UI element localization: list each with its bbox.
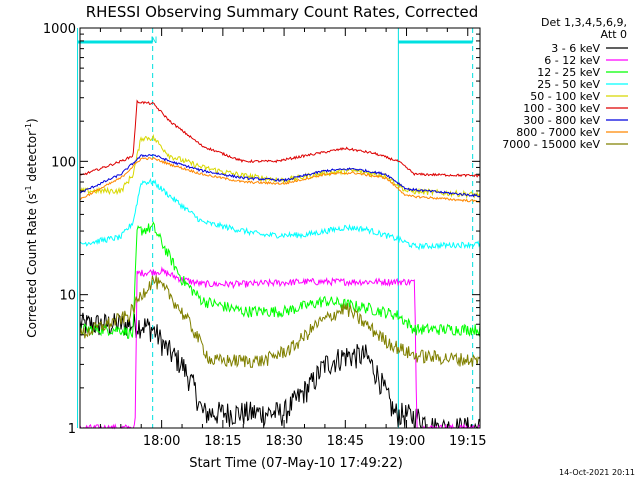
y-tick-label: 100 (51, 155, 76, 170)
x-tick-label: 18:45 (327, 434, 364, 449)
night-markers (77, 28, 474, 428)
legend-label: 50 - 100 keV (530, 90, 600, 103)
axes: 18:00 18:15 18:30 18:45 19:00 19:15 1 10 100 1000 (43, 22, 487, 449)
legend-label: 25 - 50 keV (537, 78, 600, 91)
legend-label: 12 - 25 keV (537, 66, 600, 79)
y-axis-label: Corrected Count Rate (s-1 detector-1) (24, 118, 39, 337)
series-line-7 (79, 156, 480, 203)
x-tick-label: 18:00 (143, 434, 180, 449)
series-layer (79, 99, 481, 430)
series-line-0 (79, 312, 481, 429)
legend-label: 7000 - 15000 keV (502, 138, 600, 151)
legend-header-line-1: Det 1,3,4,5,6,9, (541, 16, 627, 29)
x-tick-label: 18:30 (265, 434, 302, 449)
legend-header-line-2: Att 0 (601, 28, 627, 41)
x-axis-label: Start Time (07-May-10 17:49:22) (189, 456, 403, 471)
chart-title: RHESSI Observing Summary Count Rates, Co… (86, 3, 479, 21)
legend-label: 800 - 7000 keV (516, 126, 600, 139)
x-tick-label: 19:15 (449, 434, 486, 449)
series-line-5 (79, 99, 481, 178)
timestamp: 14-Oct-2021 20:11 (559, 468, 635, 477)
legend-label: 6 - 12 keV (544, 54, 600, 67)
legend-label: 100 - 300 keV (523, 102, 600, 115)
y-tick-label: 10 (59, 289, 76, 304)
legend-label: 300 - 800 keV (523, 114, 600, 127)
y-tick-label: 1000 (43, 22, 76, 37)
legend-label: 3 - 6 keV (551, 42, 600, 55)
series-line-1 (79, 266, 481, 430)
series-line-4 (79, 133, 481, 200)
series-line-6 (79, 154, 481, 198)
annotation-n: N (151, 36, 158, 46)
x-tick-label: 19:00 (388, 434, 425, 449)
series-line-2 (79, 221, 481, 339)
series-line-3 (79, 177, 481, 251)
series-line-8 (79, 275, 481, 369)
x-tick-label: 18:15 (204, 434, 241, 449)
plot-frame (79, 27, 481, 429)
y-tick-label: 1 (68, 422, 76, 437)
